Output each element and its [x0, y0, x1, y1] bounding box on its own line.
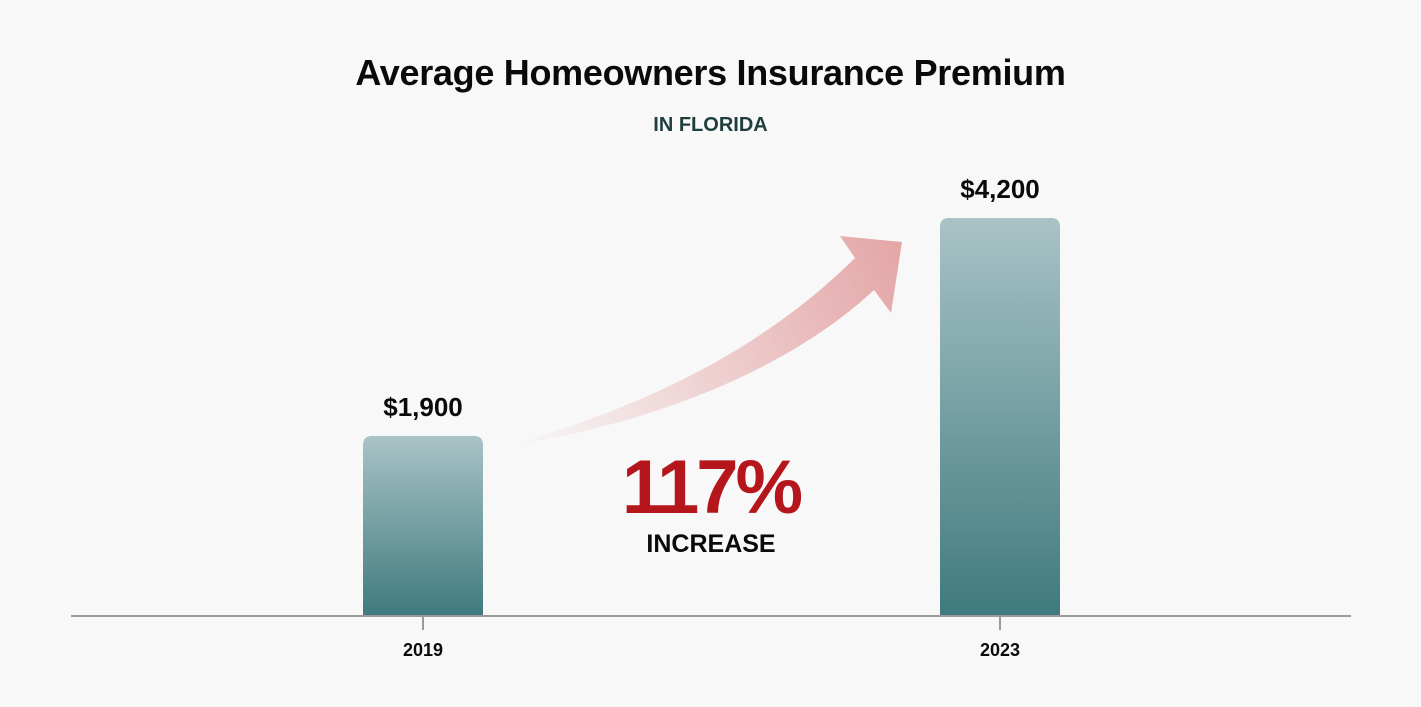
value-label-2023: $4,200	[960, 174, 1040, 204]
increase-annotation: 117% INCREASE	[611, 445, 811, 559]
bar-2023	[940, 218, 1060, 616]
increase-percentage: 117%	[621, 445, 803, 530]
increase-label: INCREASE	[646, 530, 776, 558]
x-tick-label-2023: 2023	[980, 640, 1020, 660]
chart-title: Average Homeowners Insurance Premium	[355, 52, 1066, 93]
increase-arrow	[508, 236, 902, 446]
bar-2019	[363, 435, 483, 616]
value-label-2019: $1,900	[383, 392, 463, 422]
x-tick-label-2019: 2019	[403, 640, 443, 660]
chart-subtitle: IN FLORIDA	[653, 114, 768, 136]
